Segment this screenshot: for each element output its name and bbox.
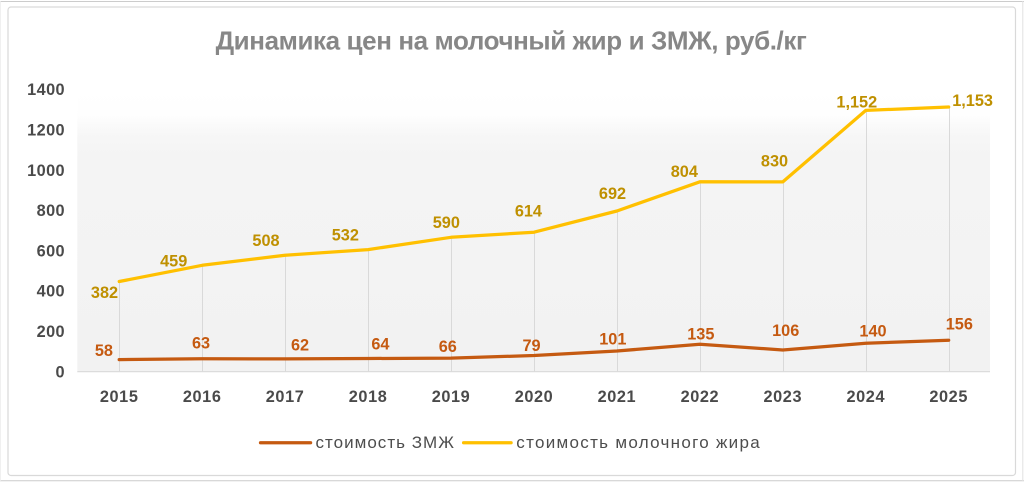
svg-text:66: 66 bbox=[439, 338, 457, 356]
svg-text:63: 63 bbox=[192, 334, 210, 352]
svg-text:101: 101 bbox=[599, 330, 626, 348]
svg-text:400: 400 bbox=[37, 283, 65, 301]
svg-text:1400: 1400 bbox=[27, 81, 65, 99]
svg-text:830: 830 bbox=[761, 153, 788, 171]
svg-text:2022: 2022 bbox=[681, 388, 720, 406]
svg-text:2023: 2023 bbox=[763, 388, 802, 406]
svg-text:459: 459 bbox=[160, 252, 187, 270]
svg-text:стоимость молочного жира: стоимость молочного жира bbox=[516, 433, 761, 452]
svg-text:508: 508 bbox=[252, 232, 279, 250]
svg-text:2019: 2019 bbox=[432, 388, 471, 406]
svg-text:692: 692 bbox=[599, 185, 626, 203]
svg-text:382: 382 bbox=[91, 284, 118, 302]
svg-text:600: 600 bbox=[37, 242, 65, 260]
svg-text:2025: 2025 bbox=[929, 388, 968, 406]
svg-text:156: 156 bbox=[946, 316, 973, 334]
svg-text:1,152: 1,152 bbox=[836, 93, 877, 111]
svg-text:2021: 2021 bbox=[598, 388, 637, 406]
svg-text:2016: 2016 bbox=[183, 388, 222, 406]
svg-text:Динамика цен на молочный жир и: Динамика цен на молочный жир и ЗМЖ, руб.… bbox=[216, 26, 807, 56]
svg-text:2024: 2024 bbox=[846, 388, 885, 406]
svg-text:1200: 1200 bbox=[27, 122, 65, 140]
svg-text:800: 800 bbox=[37, 202, 65, 220]
svg-text:135: 135 bbox=[687, 326, 714, 344]
svg-text:79: 79 bbox=[522, 337, 540, 355]
svg-text:стоимость ЗМЖ: стоимость ЗМЖ bbox=[316, 433, 455, 452]
svg-text:2017: 2017 bbox=[266, 388, 305, 406]
svg-text:106: 106 bbox=[772, 322, 799, 340]
svg-text:804: 804 bbox=[671, 163, 698, 181]
svg-text:140: 140 bbox=[859, 322, 886, 340]
svg-text:532: 532 bbox=[332, 226, 359, 244]
svg-text:58: 58 bbox=[95, 342, 113, 360]
svg-text:64: 64 bbox=[371, 335, 389, 353]
svg-text:2015: 2015 bbox=[100, 388, 139, 406]
svg-text:590: 590 bbox=[433, 214, 460, 232]
svg-text:200: 200 bbox=[37, 323, 65, 341]
svg-text:1,153: 1,153 bbox=[952, 92, 993, 110]
svg-text:2020: 2020 bbox=[515, 388, 554, 406]
svg-text:614: 614 bbox=[515, 203, 542, 221]
svg-text:0: 0 bbox=[56, 363, 65, 381]
svg-text:2018: 2018 bbox=[349, 388, 388, 406]
svg-text:62: 62 bbox=[291, 337, 309, 355]
svg-text:1000: 1000 bbox=[27, 162, 65, 180]
